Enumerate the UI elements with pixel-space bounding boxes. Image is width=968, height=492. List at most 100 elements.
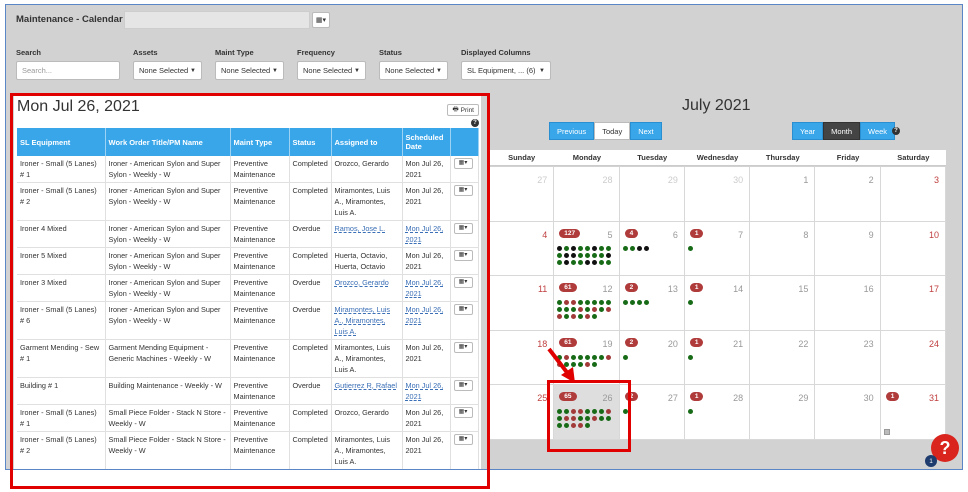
event-count-badge[interactable]: 1 bbox=[689, 337, 704, 347]
event-count-badge[interactable]: 2 bbox=[624, 392, 639, 401]
event-dot[interactable] bbox=[564, 423, 570, 428]
event-dot[interactable] bbox=[571, 423, 577, 428]
event-dot[interactable] bbox=[564, 409, 570, 414]
event-dot[interactable] bbox=[578, 416, 584, 421]
event-dot[interactable] bbox=[578, 307, 584, 312]
event-dot[interactable] bbox=[606, 245, 612, 251]
event-dot[interactable] bbox=[585, 416, 591, 421]
event-dot[interactable] bbox=[599, 259, 605, 265]
frequency-select[interactable]: None Selected ▼ bbox=[297, 61, 366, 80]
calendar-day[interactable]: 25 bbox=[489, 385, 555, 440]
row-menu-button[interactable]: ▦▾ bbox=[453, 185, 473, 196]
event-dot[interactable] bbox=[687, 409, 693, 414]
table-row[interactable]: Ironer 3 Mixed Ironer - American Sylon an… bbox=[17, 274, 479, 302]
week-view-button[interactable]: Week bbox=[860, 122, 896, 140]
print-button[interactable]: 🖶 Print bbox=[447, 104, 479, 116]
calendar-day[interactable]: 16 bbox=[815, 276, 881, 331]
event-dot[interactable] bbox=[564, 361, 570, 367]
calendar-day[interactable]: 30 bbox=[815, 385, 881, 440]
event-count-badge[interactable]: 65 bbox=[559, 392, 577, 401]
event-dot[interactable] bbox=[578, 252, 584, 258]
event-dot[interactable] bbox=[592, 245, 598, 251]
calendar-day[interactable]: 5 127 bbox=[554, 221, 620, 276]
event-dot[interactable] bbox=[557, 314, 563, 319]
year-view-button[interactable]: Year bbox=[792, 122, 824, 140]
event-dot[interactable] bbox=[585, 259, 591, 265]
event-count-badge[interactable]: 127 bbox=[559, 228, 581, 238]
help-icon[interactable]: ? bbox=[892, 127, 900, 135]
event-dot[interactable] bbox=[571, 245, 577, 251]
event-count-badge[interactable]: 1 bbox=[885, 392, 900, 401]
event-dot[interactable] bbox=[599, 300, 605, 305]
event-dot[interactable] bbox=[629, 300, 635, 305]
calendar-day[interactable]: 18 bbox=[489, 330, 555, 385]
column-header[interactable]: Status bbox=[289, 128, 332, 156]
event-count-badge[interactable]: 1 bbox=[689, 228, 704, 238]
event-dot[interactable] bbox=[687, 245, 693, 251]
previous-button[interactable]: Previous bbox=[549, 122, 595, 140]
event-dot[interactable] bbox=[629, 245, 635, 251]
event-dot[interactable] bbox=[592, 361, 598, 367]
calendar-day[interactable]: 28 bbox=[554, 167, 620, 222]
calendar-day[interactable]: 12 61 bbox=[554, 276, 620, 331]
event-dot[interactable] bbox=[578, 300, 584, 305]
event-dot[interactable] bbox=[622, 409, 628, 414]
event-dot[interactable] bbox=[599, 252, 605, 258]
event-dot[interactable] bbox=[557, 259, 563, 265]
calendar-day[interactable]: 10 bbox=[880, 221, 946, 276]
table-row[interactable]: Ironer - Small (5 Lanes) # 2 Ironer - Ame… bbox=[17, 182, 479, 221]
event-dot[interactable] bbox=[571, 252, 577, 258]
event-dot[interactable] bbox=[578, 245, 584, 251]
row-menu-button[interactable]: ▦▾ bbox=[453, 158, 473, 169]
event-dot[interactable] bbox=[578, 409, 584, 414]
event-dot[interactable] bbox=[571, 354, 577, 360]
event-dot[interactable] bbox=[606, 416, 612, 421]
event-dot[interactable] bbox=[622, 354, 628, 360]
event-dot[interactable] bbox=[571, 259, 577, 265]
event-dot[interactable] bbox=[606, 259, 612, 265]
table-row[interactable]: Ironer - Small (5 Lanes) # 2 Small Piece … bbox=[17, 431, 479, 469]
table-row[interactable]: Ironer - Small (5 Lanes) # 1 Small Piece … bbox=[17, 404, 479, 432]
column-header[interactable]: Assigned to bbox=[331, 128, 403, 156]
event-dot[interactable] bbox=[592, 314, 598, 319]
event-dot[interactable] bbox=[599, 416, 605, 421]
calendar-day[interactable]: 20 2 bbox=[619, 330, 685, 385]
event-dot[interactable] bbox=[585, 252, 591, 258]
column-header[interactable]: Maint Type bbox=[230, 128, 290, 156]
event-dot[interactable] bbox=[585, 409, 591, 414]
calendar-day[interactable]: 15 bbox=[750, 276, 816, 331]
event-dot[interactable] bbox=[643, 245, 649, 251]
event-dot[interactable] bbox=[585, 354, 591, 360]
event-dot[interactable] bbox=[564, 307, 570, 312]
event-dot[interactable] bbox=[564, 416, 570, 421]
row-menu-button[interactable]: ▦▾ bbox=[453, 277, 473, 288]
table-row[interactable]: Garment Mending - Sew # 1 Garment Mending… bbox=[17, 339, 479, 378]
calendar-day[interactable]: 26 65 bbox=[554, 385, 620, 440]
row-menu-button[interactable]: ▦▾ bbox=[453, 342, 473, 353]
event-dot[interactable] bbox=[585, 361, 591, 367]
maint-type-select[interactable]: None Selected ▼ bbox=[215, 61, 284, 80]
calendar-day[interactable]: 3 bbox=[880, 167, 946, 222]
event-dot[interactable] bbox=[599, 354, 605, 360]
event-dot[interactable] bbox=[606, 307, 612, 312]
event-dot[interactable] bbox=[557, 252, 563, 258]
event-dot[interactable] bbox=[571, 300, 577, 305]
status-select[interactable]: None Selected ▼ bbox=[379, 61, 448, 80]
next-button[interactable]: Next bbox=[630, 122, 662, 140]
event-dot[interactable] bbox=[571, 307, 577, 312]
calendar-day[interactable]: 1 bbox=[750, 167, 816, 222]
event-dot[interactable] bbox=[606, 409, 612, 414]
event-dot[interactable] bbox=[643, 300, 649, 305]
event-dot[interactable] bbox=[564, 259, 570, 265]
event-dot[interactable] bbox=[571, 416, 577, 421]
calendar-day[interactable]: 21 1 bbox=[684, 330, 751, 385]
event-dot[interactable] bbox=[557, 416, 563, 421]
event-dot[interactable] bbox=[578, 314, 584, 319]
event-dot[interactable] bbox=[564, 314, 570, 319]
calendar-day[interactable]: 23 bbox=[815, 330, 881, 385]
event-dot[interactable] bbox=[585, 300, 591, 305]
event-dot[interactable] bbox=[622, 245, 628, 251]
view-menu-button[interactable]: ▦▾ bbox=[312, 12, 330, 28]
event-dot[interactable] bbox=[592, 416, 598, 421]
